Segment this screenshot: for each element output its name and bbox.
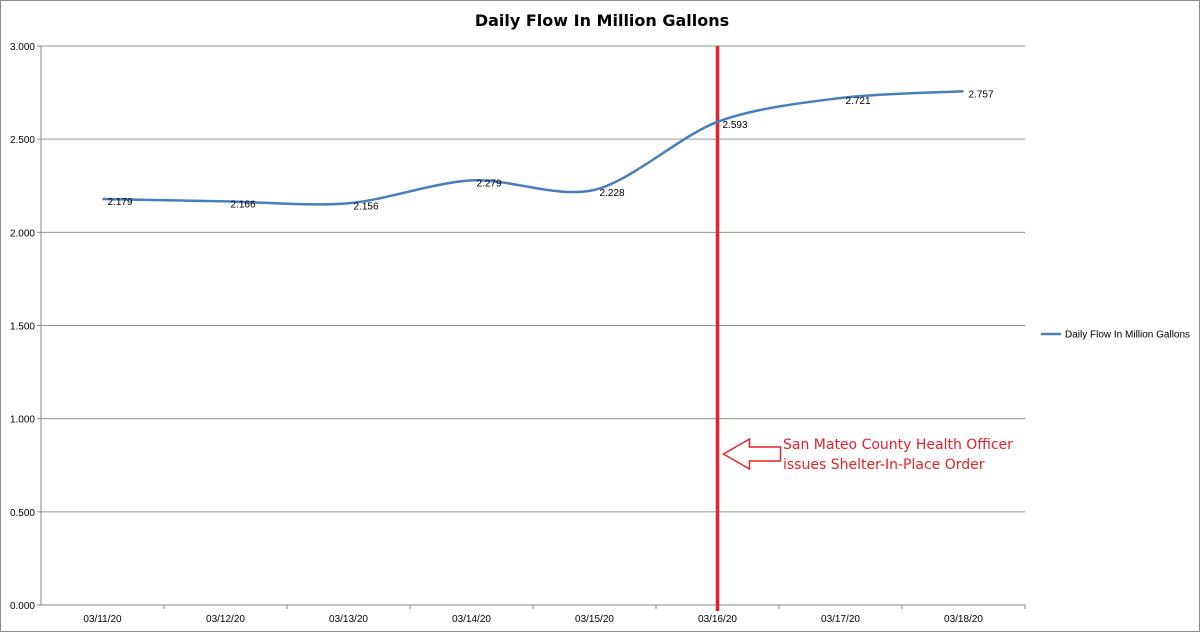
series-layer bbox=[102, 90, 964, 206]
y-tick-label: 2.500 bbox=[10, 135, 35, 146]
y-tick-label: 0.000 bbox=[10, 601, 35, 612]
x-tick-label: 03/12/20 bbox=[206, 614, 245, 625]
y-tick-label: 2.000 bbox=[10, 228, 35, 239]
data-label: 2.156 bbox=[354, 201, 379, 212]
chart-title: Daily Flow In Million Gallons bbox=[475, 11, 729, 30]
annotation-text: San Mateo County Health Officer bbox=[783, 437, 1013, 453]
data-label: 2.228 bbox=[600, 188, 625, 199]
data-label: 2.279 bbox=[477, 178, 502, 189]
data-labels: 2.179 2.166 2.156 2.279 2.228 2.593 2.721 2.757 bbox=[108, 89, 994, 212]
series-line-daily-flow bbox=[102, 90, 964, 206]
y-tick-label: 1.500 bbox=[10, 322, 35, 333]
y-tick-label: 1.000 bbox=[10, 415, 35, 426]
annotation: San Mateo County Health Officer issues Sh… bbox=[721, 437, 1013, 473]
x-tick-label: 03/11/20 bbox=[83, 614, 122, 625]
data-label: 2.757 bbox=[969, 89, 994, 100]
annotation-text: issues Shelter-In-Place Order bbox=[783, 457, 985, 473]
data-label: 2.179 bbox=[108, 197, 133, 208]
x-tick-label: 03/18/20 bbox=[944, 614, 983, 625]
x-tick-label: 03/17/20 bbox=[821, 614, 860, 625]
y-tick-label: 0.500 bbox=[10, 508, 35, 519]
y-tick-label: 3.000 bbox=[10, 42, 35, 53]
x-tick-label: 03/13/20 bbox=[329, 614, 368, 625]
axes: 0.000 0.500 1.000 1.500 2.000 2.500 3.000 03/11… bbox=[10, 42, 1026, 625]
annotation-arrow-icon bbox=[721, 437, 782, 471]
legend-label: Daily Flow In Million Gallons bbox=[1065, 330, 1190, 341]
x-tick-label: 03/15/20 bbox=[575, 614, 614, 625]
gridlines bbox=[41, 45, 1025, 513]
data-label: 2.721 bbox=[846, 96, 871, 107]
x-tick-label: 03/16/20 bbox=[698, 614, 737, 625]
x-tick-label: 03/14/20 bbox=[452, 614, 491, 625]
legend: Daily Flow In Million Gallons bbox=[1041, 330, 1190, 341]
data-label: 2.593 bbox=[723, 120, 748, 131]
data-label: 2.166 bbox=[231, 199, 256, 210]
